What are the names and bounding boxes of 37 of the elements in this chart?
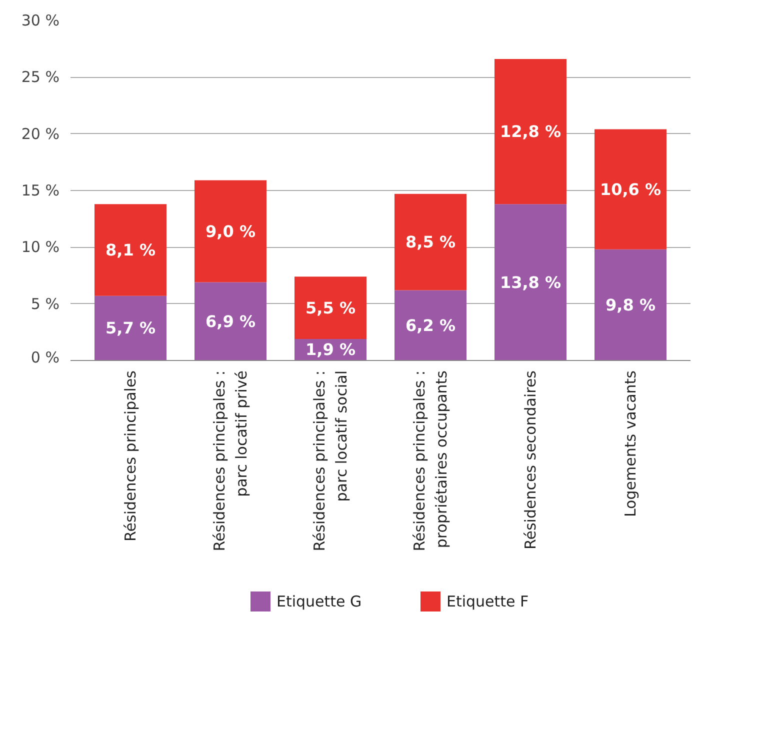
data-label: 10,6 %: [600, 180, 662, 199]
y-tick-label: 15 %: [21, 182, 60, 200]
y-tick-label: 5 %: [30, 294, 60, 313]
bar: [594, 129, 666, 250]
x-tick-label: Résidences secondaires: [522, 370, 540, 550]
bar: [494, 59, 566, 204]
data-label: 9,8 %: [606, 295, 656, 314]
x-tick-label: Résidences principales : parc locatif social: [310, 370, 350, 552]
y-tick-label: 20 %: [21, 124, 60, 143]
y-tick-label: 30 %: [21, 12, 60, 30]
bar: [294, 276, 366, 339]
bar: [394, 194, 466, 290]
bar: [194, 180, 266, 282]
data-label: 8,5 %: [406, 232, 456, 252]
data-label: 13,8 %: [500, 272, 562, 292]
legend-label: Etiquette F: [446, 592, 529, 610]
bar: [394, 290, 466, 360]
bar: [594, 249, 666, 360]
y-tick-label: 25 %: [21, 68, 60, 86]
bar: [94, 204, 166, 296]
bar: [494, 204, 566, 360]
x-tick-label: Résidences principales: [122, 370, 140, 542]
bar: [194, 282, 266, 360]
x-tick-label: Résidences principales : parc locatif privé: [210, 370, 250, 552]
bar: [94, 296, 166, 360]
data-label: 8,1 %: [106, 240, 156, 260]
y-tick-label: 10 %: [21, 238, 60, 256]
data-label: 1,9 %: [306, 340, 356, 360]
data-label: 9,0 %: [206, 222, 256, 241]
data-label: 6,2 %: [406, 316, 456, 335]
data-label: 5,7 %: [106, 318, 156, 338]
data-label: 6,9 %: [206, 312, 256, 331]
data-label: 12,8 %: [500, 122, 562, 142]
legend-label: Etiquette G: [276, 592, 362, 610]
data-label: 5,5 %: [306, 298, 356, 318]
y-tick-label: 0 %: [30, 348, 60, 366]
x-tick-label: Logements vacants: [622, 370, 640, 518]
